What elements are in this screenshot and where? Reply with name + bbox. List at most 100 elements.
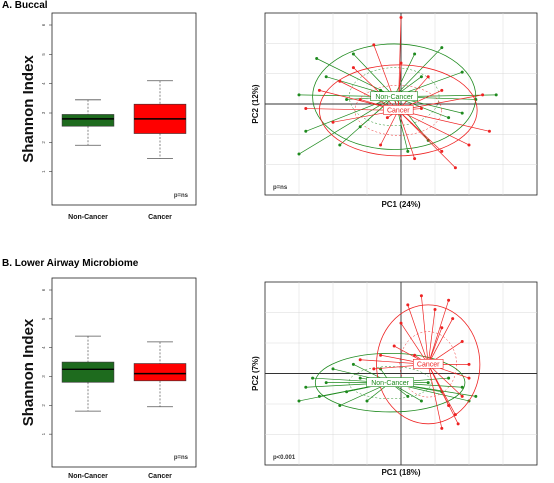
- panel-a-scatter-spoke: [353, 53, 395, 97]
- panel-b-scatter-point: [447, 376, 451, 380]
- panel-a-scatter-point: [385, 116, 389, 120]
- panel-b-scatter-point: [447, 298, 451, 302]
- panel-a-scatter-point: [304, 107, 308, 111]
- panel-a-scatter-spoke: [353, 67, 399, 111]
- panel-a-scatter-point: [419, 75, 423, 79]
- panel-a-scatter-spoke: [359, 96, 395, 128]
- panel-b-scatter-point: [406, 303, 410, 307]
- panel-a-scatter-spoke: [305, 108, 399, 111]
- panel-b-scatter-spoke: [427, 327, 443, 365]
- panel-a-box-ytick-label: 3: [41, 111, 46, 114]
- panel-a-scatter-point: [338, 79, 342, 83]
- panel-a-scatter-spoke: [393, 53, 415, 97]
- panel-a-scatter-point: [304, 129, 308, 133]
- panel-b-scatter-point: [311, 376, 315, 380]
- panel-a-scatter-point: [440, 46, 444, 50]
- panel-a-scatter-ylabel: PC2 (12%): [251, 84, 260, 123]
- panel-b-scatter-point: [440, 326, 444, 330]
- panel-a-scatter-point: [331, 120, 335, 124]
- panel-b-scatter-point: [399, 321, 403, 325]
- panel-b-scatter-point: [451, 317, 455, 321]
- panel-a-box-ytick-label: 4: [41, 82, 46, 85]
- panel-b-box-box-0: [61, 361, 115, 383]
- panel-b-scatter-point: [426, 381, 430, 385]
- panel-b-box-ytick-label: 5: [41, 317, 46, 320]
- panel-b-scatter-ylabel: PC2 (7%): [251, 356, 260, 391]
- panel-a-scatter-point: [315, 57, 319, 60]
- panel-b-scatter-point: [392, 344, 396, 348]
- panel-a-scatter-point: [460, 111, 464, 115]
- panel-b-scatter-spoke: [427, 318, 453, 365]
- panel-a-scatter-point: [399, 16, 403, 20]
- panel-a-scatter-point: [419, 107, 423, 111]
- panel-a-scatter-xlabel: PC1 (24%): [381, 200, 420, 209]
- panel-b-box-category-label: Non-Cancer: [68, 473, 108, 480]
- panel-b-box-pvalue: p=ns: [174, 455, 189, 461]
- panel-a-box-frame: [51, 12, 197, 206]
- panel-a-scatter-spoke: [393, 47, 443, 97]
- panel-b-scatter-ellipse-0: [314, 352, 466, 413]
- panel-a-scatter-spoke: [397, 110, 415, 159]
- panel-b-scatter-point: [358, 358, 362, 362]
- panel-a-scatter-point: [467, 143, 471, 147]
- panel-b-scatter-point: [460, 339, 464, 343]
- panel-a-scatter-point: [317, 88, 321, 92]
- panel-b-box-ytick-label: 4: [41, 346, 46, 349]
- panel-a-title: A. Buccal: [2, 0, 48, 11]
- panel-b-scatter-spoke: [407, 304, 429, 365]
- panel-b-scatter-group-label: Non-Cancer: [371, 380, 409, 387]
- panel-a-scatter-group-label-box: [383, 105, 414, 115]
- panel-b-scatter-group-label-box: [366, 377, 414, 387]
- panel-a-scatter-point: [453, 166, 457, 170]
- panel-a-scatter-point: [426, 75, 430, 79]
- panel-a-box-pvalue: p=ns: [174, 193, 189, 199]
- panel-b-scatter-point: [331, 367, 335, 371]
- panel-b-scatter-spoke: [427, 309, 436, 365]
- panel-a-scatter-point: [351, 66, 355, 70]
- panel-a-scatter-spoke: [398, 110, 470, 146]
- panel-a-scatter-point: [379, 88, 383, 92]
- panel-b-scatter-point: [372, 367, 376, 371]
- panel-b-box-frame: [51, 277, 197, 468]
- panel-b-box-ylabel: Shannon Index: [20, 318, 37, 426]
- panel-a-scatter-group-label-box: [370, 91, 419, 102]
- panel-b-scatter-point: [324, 381, 328, 385]
- panel-a-scatter-point: [440, 88, 444, 92]
- panel-a-scatter-group-label: Cancer: [387, 108, 410, 115]
- panel-a-scatter-ellipse-inner-1: [354, 85, 442, 136]
- panel-a-box-ytick-label: 1: [41, 170, 46, 173]
- panel-b-scatter-point: [453, 413, 457, 417]
- panel-b-scatter-group-label-box: [412, 359, 444, 369]
- panel-a-scatter-spoke: [305, 96, 395, 132]
- panel-a-box-category-label: Non-Cancer: [68, 214, 108, 221]
- panel-b-scatter-point: [413, 353, 417, 357]
- panel-b-scatter-spoke: [421, 295, 429, 365]
- panel-a-scatter-point: [460, 70, 464, 74]
- panel-a-scatter-group-label: Non-Cancer: [375, 94, 413, 101]
- panel-b-scatter-point: [467, 362, 471, 366]
- panel-b-scatter-point: [460, 394, 464, 398]
- panel-a-scatter-pvalue: p=ns: [273, 185, 288, 191]
- panel-b-scatter-point: [460, 385, 464, 389]
- panel-a-scatter-point: [345, 97, 349, 101]
- panel-a-scatter-point: [406, 149, 410, 153]
- panel-a-scatter-spoke: [298, 96, 395, 155]
- panel-b-box-category-label: Cancer: [148, 473, 172, 480]
- panel-a-scatter-point: [494, 93, 498, 97]
- panel-a-scatter-point: [413, 157, 417, 161]
- panel-b-scatter-spoke: [427, 364, 463, 397]
- panel-a-scatter-point: [447, 116, 451, 120]
- panel-b-title: B. Lower Airway Microbiome: [2, 258, 139, 269]
- panel-b-scatter-point: [345, 390, 349, 394]
- panel-b-box-ytick-label: 2: [41, 404, 46, 407]
- panel-b-scatter-point: [304, 385, 308, 389]
- panel-a-scatter-point: [379, 143, 383, 147]
- panel-b-scatter-ellipse-inner-0: [348, 366, 432, 400]
- panel-b-box-ytick-label: 6: [41, 288, 46, 291]
- panel-a-scatter-spoke: [397, 63, 402, 111]
- panel-b-scatter-group-label: Cancer: [417, 362, 440, 369]
- panel-b-scatter-spoke: [400, 322, 429, 365]
- panel-b-scatter-spoke: [427, 364, 459, 424]
- panel-a-scatter-point: [399, 61, 403, 65]
- panel-a-box-ytick-label: 5: [41, 53, 46, 56]
